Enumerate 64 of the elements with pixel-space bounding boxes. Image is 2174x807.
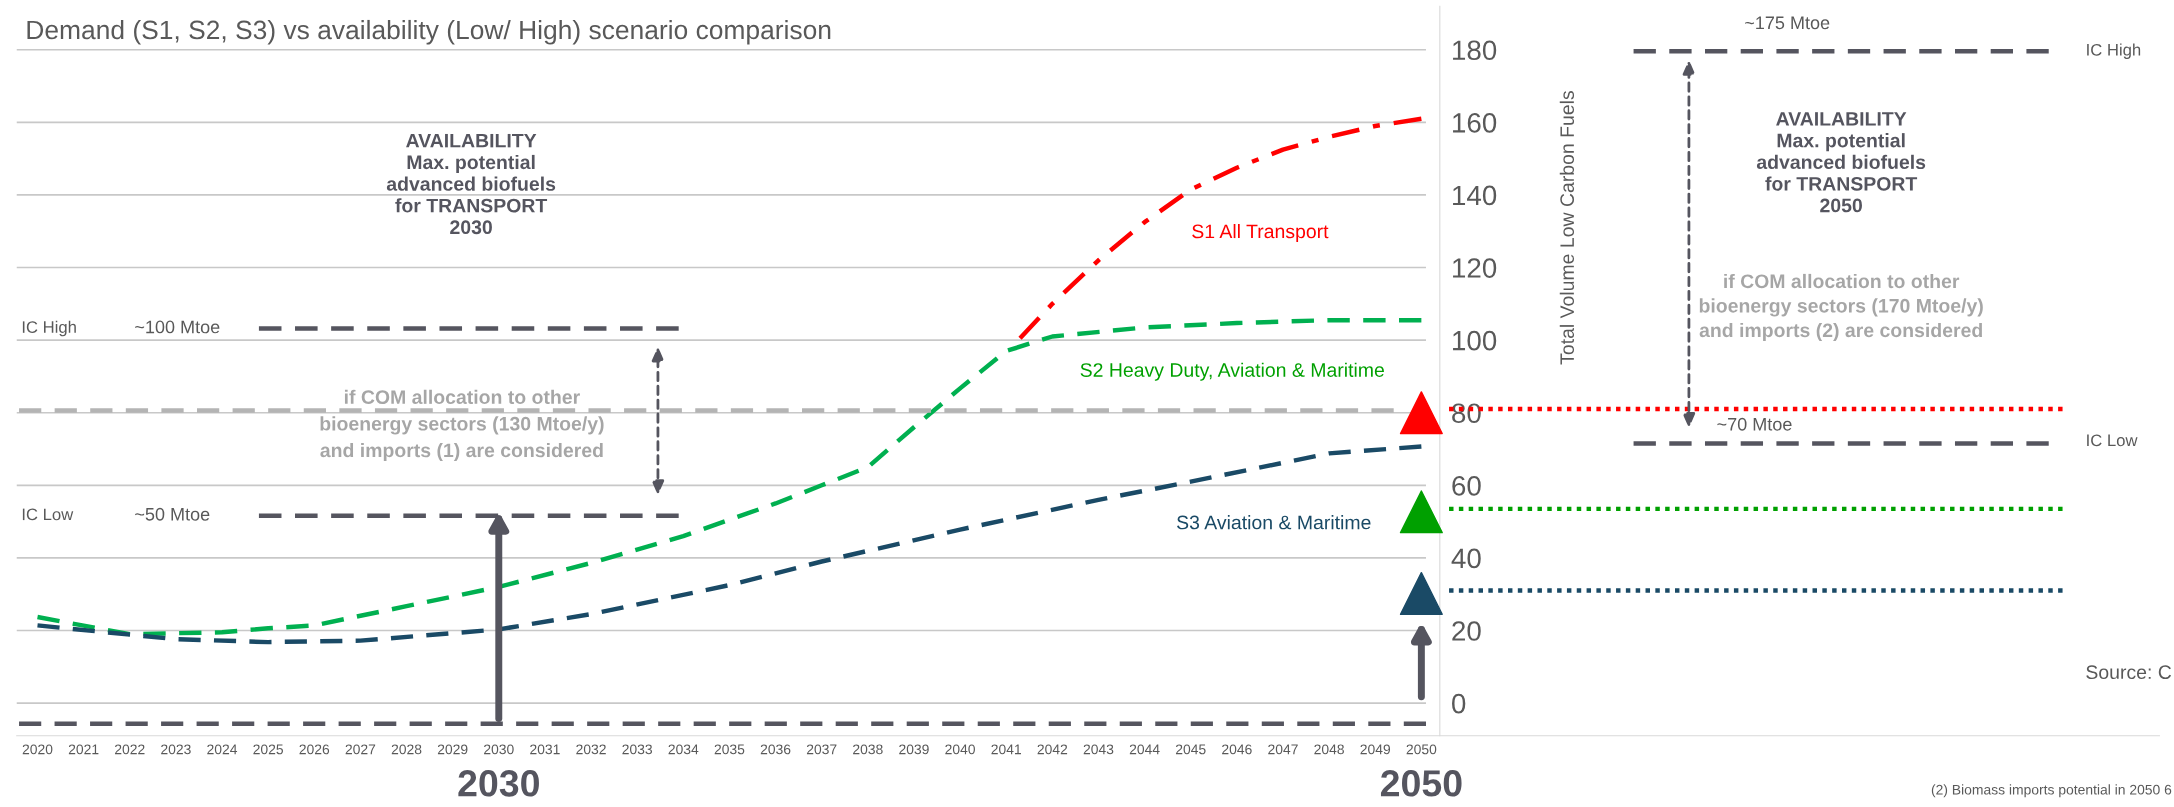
- annotation: S2 Heavy Duty, Aviation & Maritime: [1080, 362, 1384, 381]
- x-tick-label: 2021: [68, 744, 99, 755]
- text: (2) Biomass imports potential in 2050 6: [1931, 784, 2172, 798]
- annotation: if COM allocation to other bioenergy sectors (130 Mtoe/y) and imports (1) are considered: [320, 389, 604, 462]
- annotation: IC Low: [22, 508, 74, 521]
- x-tick-label: 2043: [1083, 744, 1114, 755]
- x-tick-label: 2031: [530, 744, 560, 755]
- annotation: ~50 Mtoe: [135, 507, 210, 521]
- x-tick-label: 2027: [345, 744, 376, 755]
- y-tick-label: 20: [1452, 621, 1481, 641]
- x-tick-label: 2026: [299, 744, 330, 755]
- y-tick-label: 140: [1453, 185, 1497, 206]
- x-tick-label: 2040: [945, 744, 975, 755]
- annotation: ~70 Mtoe: [1717, 417, 1792, 431]
- y-tick-label: 160: [1453, 113, 1497, 133]
- x-tick-label: 2038: [853, 744, 883, 755]
- annotation: if COM allocation to other bioenergy sectors (170 Mtoe/y) and imports (2) are considered: [1699, 273, 1983, 342]
- x-tick-label: 2028: [391, 744, 422, 755]
- annotation: AVAILABILITY Max. potential advanced biofuels for TRANSPORT 2050: [1756, 112, 1926, 213]
- y-axis-title: Total Volume Low Carbon Fuels: [1559, 91, 1575, 365]
- x-tick-label: 2047: [1268, 744, 1298, 755]
- text: 2030: [458, 770, 539, 797]
- y-tick-label: 40: [1451, 548, 1481, 569]
- annotation: S3 Aviation & Maritime: [1177, 515, 1371, 530]
- x-tick-label: 2042: [1037, 744, 1068, 755]
- annotation: AVAILABILITY Max. potential advanced biofuels for TRANSPORT 2030: [386, 133, 556, 235]
- x-tick-label: 2044: [1129, 744, 1160, 755]
- x-tick-label: 2037: [806, 744, 837, 755]
- x-tick-label: 2033: [622, 744, 653, 755]
- annotation: Source: C: [2086, 665, 2172, 680]
- y-tick-label: 180: [1453, 40, 1497, 61]
- x-tick-label: 2035: [714, 744, 745, 755]
- line-series: [1017, 116, 1424, 341]
- y-tick-label: 0: [1452, 693, 1466, 714]
- annotation: IC Low: [2087, 434, 2138, 447]
- chart-title: Demand (S1, S2, S3) vs availability (Low/ High) scenario comparison: [27, 19, 831, 45]
- x-tick-label: 2022: [115, 744, 145, 755]
- x-tick-label: 2045: [1175, 744, 1206, 755]
- x-tick-label: 2025: [253, 744, 284, 755]
- line-series: [35, 317, 1424, 637]
- x-tick-label: 2023: [161, 744, 191, 755]
- x-tick-label: 2048: [1314, 744, 1344, 755]
- x-tick-label: 2034: [668, 744, 699, 755]
- line-series: [35, 444, 1424, 645]
- annotation: IC High: [22, 320, 76, 337]
- annotation: ~175 Mtoe: [1745, 16, 1830, 30]
- x-tick-label: 2041: [991, 744, 1021, 755]
- x-tick-label: 2029: [437, 744, 468, 755]
- x-tick-label: 2032: [576, 744, 606, 755]
- annotation: ~100 Mtoe: [135, 320, 220, 334]
- annotation: IC High: [2087, 43, 2141, 59]
- x-tick-label: 2020: [22, 744, 53, 755]
- y-tick-label: 120: [1453, 258, 1497, 278]
- text: 2050: [1380, 770, 1462, 797]
- x-tick-label: 2049: [1360, 744, 1391, 755]
- y-tick-label: 100: [1453, 330, 1497, 351]
- x-tick-label: 2030: [484, 744, 514, 755]
- y-tick-label: 60: [1452, 475, 1481, 496]
- x-tick-label: 2036: [760, 744, 791, 755]
- x-tick-label: 2039: [899, 744, 929, 755]
- x-tick-label: 2024: [207, 744, 238, 755]
- x-tick-label: 2050: [1406, 744, 1437, 755]
- annotation: S1 All Transport: [1192, 223, 1329, 243]
- x-tick-label: 2046: [1222, 744, 1252, 755]
